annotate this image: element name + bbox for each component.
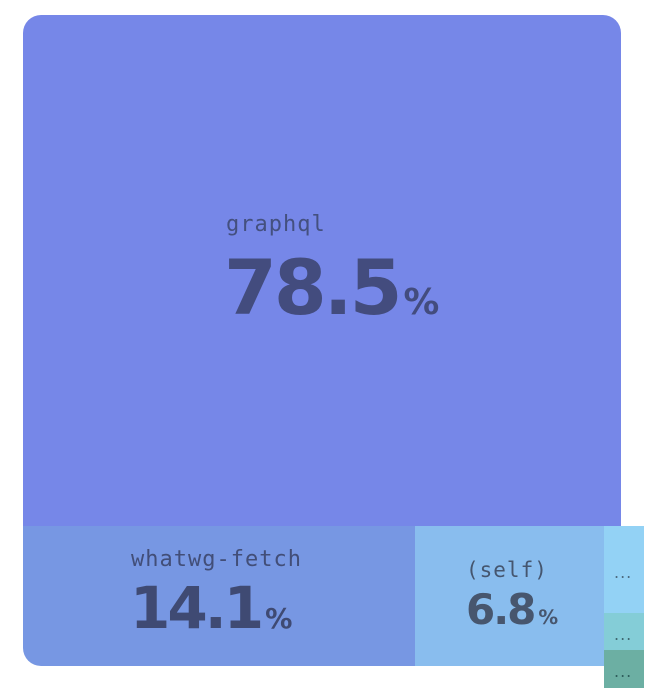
treemap-tile-collapsed-1[interactable] — [604, 526, 644, 613]
tile-value-self: 6.8% — [466, 585, 558, 634]
treemap-tile-whatwg-fetch[interactable] — [23, 526, 415, 666]
tile-value-number: 78.5 — [224, 243, 403, 332]
tile-value-whatwg-fetch: 14.1% — [130, 574, 292, 642]
tile-value-number: 6.8 — [466, 585, 536, 634]
treemap-tile-graphql[interactable] — [23, 15, 621, 526]
tile-value-unit: % — [538, 606, 559, 629]
tile-value-unit: % — [403, 282, 440, 323]
tile-value-unit: % — [265, 604, 293, 635]
tile-label-collapsed-3: ... — [614, 662, 633, 681]
treemap-tile-self[interactable] — [415, 526, 604, 666]
tile-label-collapsed-2: ... — [614, 625, 633, 644]
tile-label-graphql: graphql — [226, 212, 326, 237]
tile-value-number: 14.1 — [130, 574, 264, 642]
tile-value-graphql: 78.5% — [224, 243, 439, 332]
tile-label-self: (self) — [466, 558, 548, 582]
treemap-tile-collapsed-3[interactable] — [604, 650, 644, 688]
treemap-tile-collapsed-2[interactable] — [604, 613, 644, 650]
tile-label-whatwg-fetch: whatwg-fetch — [131, 547, 302, 572]
tile-label-collapsed-1: ... — [614, 563, 633, 582]
